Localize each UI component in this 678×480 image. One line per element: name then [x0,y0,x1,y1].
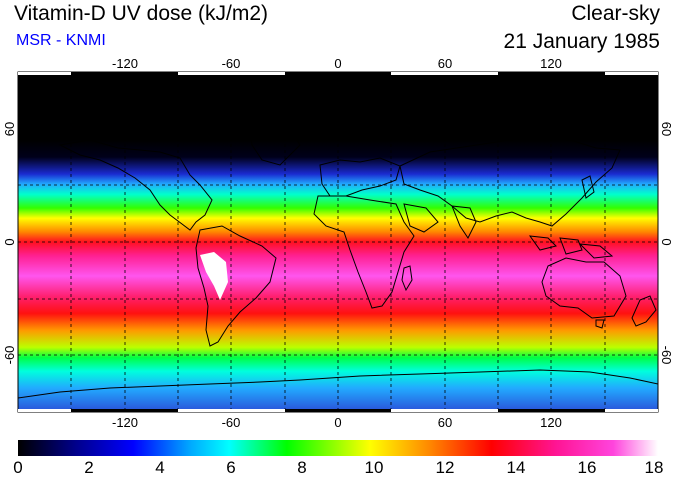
lon-scale-bars [18,72,658,412]
lon-label-top-60: 60 [438,56,452,71]
colorbar [18,440,658,456]
colorbar-label-16: 16 [577,458,597,477]
graticule [18,72,658,412]
coastlines [18,127,658,399]
map-title: Vitamin-D UV dose (kJ/m2) [14,2,269,25]
source-label: MSR - KNMI [16,32,106,49]
colorbar-label-10: 10 [364,458,384,477]
colorbar-label-2: 2 [84,458,94,477]
lat-label-left-0: 0 [2,238,17,245]
colorbar-label-12: 12 [435,458,455,477]
colorbar-label-14: 14 [506,458,526,477]
high-dose-patch [200,252,228,300]
sky-condition: Clear-sky [571,2,660,25]
lon-label-bottom-120: 120 [540,415,562,430]
lon-label-top-120: 120 [540,56,562,71]
lon-label-bottom-0: 0 [334,415,341,430]
colorbar-label-6: 6 [226,458,236,477]
lon-label-bottom-minus60: -60 [222,415,241,430]
lat-label-left-60: 60 [2,122,17,136]
lat-label-left-minus60: -60 [2,346,17,365]
colorbar-label-4: 4 [155,458,165,477]
lon-label-bottom-minus120: -120 [112,415,138,430]
lon-label-top-minus60: -60 [222,56,241,71]
lat-label-right-60: 60 [659,122,674,136]
lon-label-top-minus120: -120 [112,56,138,71]
colorbar-label-8: 8 [297,458,307,477]
lat-label-right-0: 0 [659,238,674,245]
colorbar-label-18: 18 [644,458,664,477]
lat-label-right-minus60: -60 [659,346,674,365]
colorbar-label-0: 0 [13,458,23,477]
map-date: 21 January 1985 [503,30,660,53]
lon-label-top-0: 0 [334,56,341,71]
lon-label-bottom-60: 60 [438,415,452,430]
